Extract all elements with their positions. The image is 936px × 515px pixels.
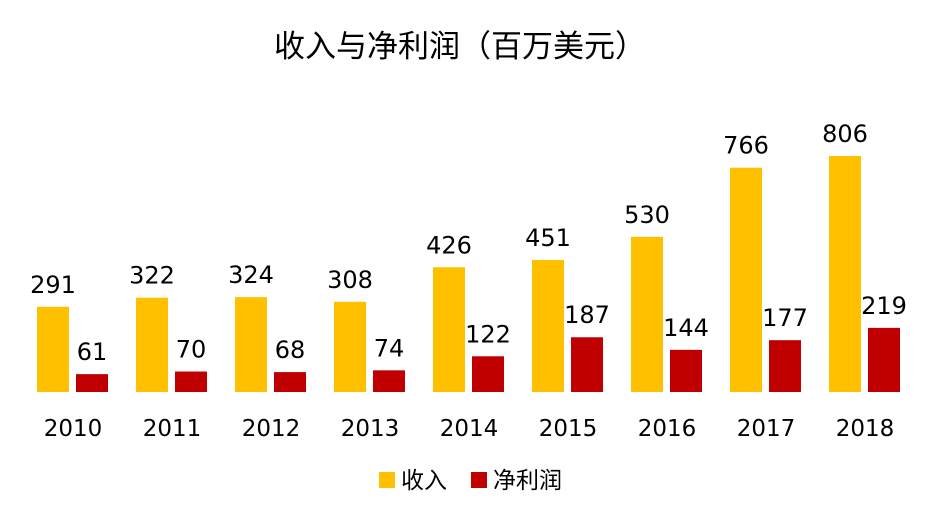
data-label-net-profit-2018: 219	[861, 292, 907, 320]
bar-net-profit-2014	[472, 356, 504, 392]
bar-revenue-2014	[433, 267, 465, 392]
bar-revenue-2016	[631, 236, 663, 392]
data-label-net-profit-2017: 177	[762, 304, 808, 332]
data-labels-group: 291 61 322 70 324 68 308 74 426 122 451 187 530 144 76…	[30, 120, 907, 366]
legend-swatch-net-profit	[471, 472, 487, 488]
data-label-revenue-2013: 308	[327, 266, 373, 294]
x-tick-2012: 2012	[242, 416, 301, 442]
x-tick-2010: 2010	[44, 416, 103, 442]
data-label-revenue-2010: 291	[30, 271, 76, 299]
bar-net-profit-2011	[175, 371, 207, 392]
x-tick-2014: 2014	[440, 416, 499, 442]
data-label-revenue-2011: 322	[129, 262, 175, 290]
data-label-revenue-2012: 324	[228, 261, 274, 289]
chart-title: 收入与净利润（百万美元）	[274, 29, 646, 65]
bar-revenue-2013	[334, 301, 366, 392]
legend-label-revenue: 收入	[401, 468, 447, 494]
legend: 收入 净利润	[379, 468, 562, 494]
x-tick-2015: 2015	[539, 416, 598, 442]
bar-net-profit-2013	[373, 370, 405, 392]
data-label-revenue-2014: 426	[426, 231, 472, 259]
x-tick-2017: 2017	[737, 416, 796, 442]
legend-label-net-profit: 净利润	[493, 468, 562, 494]
legend-swatch-revenue	[379, 472, 395, 488]
bar-revenue-2011	[136, 297, 168, 392]
bar-revenue-2012	[235, 297, 267, 392]
data-label-revenue-2017: 766	[723, 132, 769, 160]
bar-revenue-2010	[37, 306, 69, 392]
data-label-revenue-2016: 530	[624, 201, 670, 229]
bar-revenue-2017	[730, 167, 762, 392]
x-tick-2016: 2016	[638, 416, 697, 442]
data-label-revenue-2015: 451	[525, 224, 571, 252]
bar-net-profit-2010	[76, 374, 108, 392]
bar-net-profit-2018	[868, 327, 900, 392]
data-label-net-profit-2016: 144	[663, 314, 709, 342]
bar-revenue-2015	[532, 259, 564, 392]
bars-group	[37, 156, 900, 392]
data-label-net-profit-2014: 122	[465, 320, 511, 348]
bar-revenue-2018	[829, 156, 861, 392]
bar-net-profit-2015	[571, 337, 603, 392]
bar-net-profit-2017	[769, 340, 801, 392]
data-label-net-profit-2011: 70	[176, 336, 207, 364]
x-tick-2011: 2011	[143, 416, 202, 442]
x-axis-ticks: 2010 2011 2012 2013 2014 2015 2016 2017 2018	[44, 416, 895, 442]
x-tick-2013: 2013	[341, 416, 400, 442]
data-label-net-profit-2015: 187	[564, 301, 610, 329]
data-label-net-profit-2010: 61	[77, 338, 108, 366]
bar-net-profit-2016	[670, 349, 702, 392]
data-label-revenue-2018: 806	[822, 120, 868, 148]
x-tick-2018: 2018	[836, 416, 895, 442]
data-label-net-profit-2012: 68	[275, 336, 306, 364]
data-label-net-profit-2013: 74	[374, 334, 405, 362]
bar-net-profit-2012	[274, 372, 306, 392]
